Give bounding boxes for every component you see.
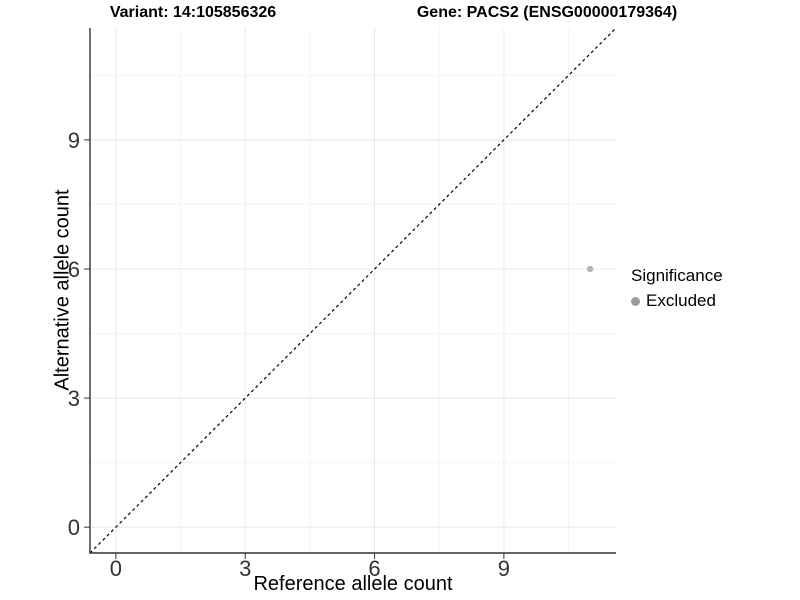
plot-title-variant: Variant: 14:105856326 [109,4,277,21]
x-axis-title: Reference allele count [253,573,453,595]
legend-item-excluded: Excluded [631,291,723,311]
y-tick-label: 3 [68,386,80,411]
minor-gridlines [90,28,616,553]
y-axis-title: Alternative allele count [51,189,74,391]
legend-key-dot-icon [631,296,640,306]
y-tick-label: 0 [68,515,80,540]
major-gridlines [90,28,616,553]
x-tick-label: 9 [498,556,510,581]
y-tick-label: 6 [68,257,80,282]
axis-lines [89,28,616,554]
x-tick-label: 6 [368,556,380,581]
reference-line-group [89,27,617,554]
data-point-excluded [586,265,594,273]
x-tick-label: 3 [239,556,251,581]
legend-title: Significance [631,266,723,285]
legend-item-label: Excluded [646,291,716,310]
data-points [586,265,594,273]
axis-ticks [84,139,505,559]
legend: Significance Excluded [631,266,723,311]
y-tick-label: 9 [68,128,80,153]
plot-title-gene: Gene: PACS2 (ENSG00000179364) [416,4,678,21]
identity-dashed-line [89,27,617,554]
x-tick-label: 0 [110,556,122,581]
tick-labels: 0 3 6 9 0 3 6 9 [68,128,510,581]
